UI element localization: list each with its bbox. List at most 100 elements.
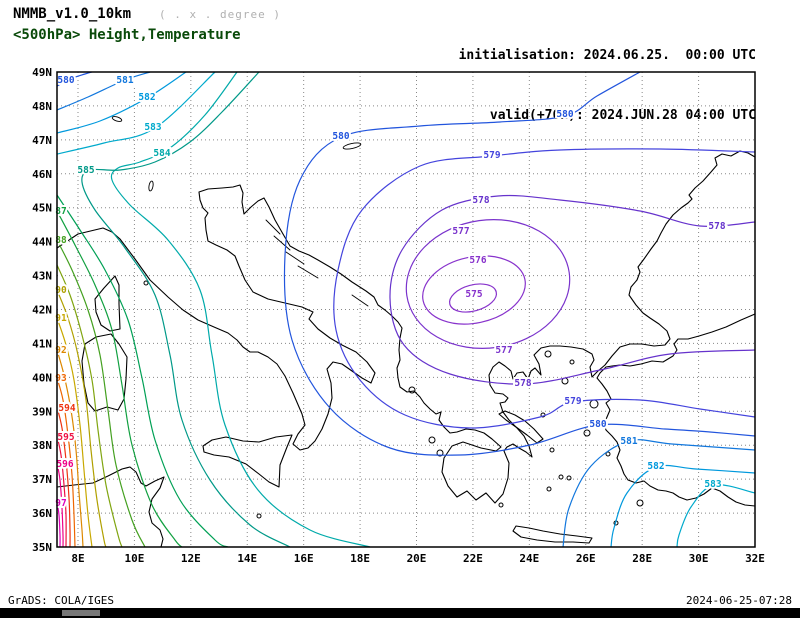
axes-layer: 8E 10E 12E 14E 16E 18E 20E 22E 24E 26E 28E 30E 32E 49… <box>32 66 765 565</box>
weather-map-canvas: 580 5815825835845858788909192935945955969… <box>32 66 765 565</box>
lake <box>342 142 362 150</box>
contour-585 <box>81 71 291 548</box>
contour-label-581: 581 <box>116 75 133 86</box>
grads-credit: GrADS: COLA/IGES <box>8 594 114 607</box>
contour-588 <box>56 239 146 548</box>
contour-label-580: 580 <box>556 109 573 120</box>
x-tick-label: 26E <box>576 552 596 565</box>
lake <box>111 116 123 122</box>
contour-label-584: 584 <box>153 148 170 159</box>
contour-584 <box>110 71 371 548</box>
resolution-note: ( . x . degree ) <box>159 8 281 21</box>
small-island <box>544 350 552 358</box>
small-island <box>143 280 149 286</box>
contour-575 <box>448 283 498 313</box>
valid-time: valid(+76h): 2024.JUN.28 04:00 UTC <box>489 108 756 123</box>
contour-583 <box>56 71 216 155</box>
init-time: initialisation: 2024.06.25. 00:00 UTC <box>458 48 756 63</box>
contour-label-585: 585 <box>77 165 94 176</box>
y-tick-label: 40N <box>32 371 52 384</box>
coastline-island-sliver <box>285 251 305 265</box>
contour-592 <box>56 349 84 548</box>
contour-589 <box>56 264 123 548</box>
x-tick-label: 16E <box>294 552 314 565</box>
y-tick-label: 49N <box>32 66 52 79</box>
coastline-africa <box>56 466 165 548</box>
x-tick-label: 24E <box>519 552 539 565</box>
run-info: initialisation: 2024.06.25. 00:00 UTC va… <box>459 6 756 146</box>
bottom-bar <box>0 608 800 618</box>
contour-label-581: 581 <box>620 436 637 447</box>
small-island <box>558 474 564 480</box>
y-tick-label: 37N <box>32 473 52 486</box>
contour-layer <box>56 71 756 548</box>
x-tick-label: 10E <box>124 552 144 565</box>
contour-label-580: 580 <box>57 75 74 86</box>
contour-label-575: 575 <box>465 289 482 300</box>
contour-label-578: 578 <box>472 195 489 206</box>
contour-label-595: 595 <box>57 432 74 443</box>
lake <box>148 180 154 192</box>
model-title-line: NMMB_v1.0_10km ( . x . degree ) <box>13 6 281 22</box>
contour-596 <box>56 462 64 548</box>
small-island <box>566 475 572 481</box>
small-island <box>498 502 504 508</box>
small-island <box>256 513 262 519</box>
contour-597 <box>56 501 61 548</box>
y-tick-label: 42N <box>32 304 52 317</box>
x-tick-label: 12E <box>181 552 201 565</box>
contour-581 <box>562 439 756 548</box>
coastline-island-sliver <box>351 294 369 307</box>
x-tick-label: 20E <box>407 552 427 565</box>
contour-578 <box>389 194 756 385</box>
contour-587 <box>56 210 183 548</box>
contour-577 <box>405 219 571 349</box>
level-title: <500hPa> Height,Temperature <box>13 27 241 43</box>
small-island <box>546 486 552 492</box>
contour-581 <box>56 71 151 111</box>
coastline-anatolia <box>596 313 756 507</box>
y-tick-label: 46N <box>32 168 52 181</box>
contour-595 <box>56 435 67 548</box>
small-island <box>589 399 599 409</box>
coastline-island-sliver <box>297 265 319 279</box>
coastline-layer <box>56 116 756 548</box>
contour-label-578: 578 <box>514 378 531 389</box>
y-tick-label: 44N <box>32 236 52 249</box>
bottom-bar-accent <box>62 610 100 616</box>
y-tick-label: 41N <box>32 337 52 350</box>
y-tick-label: 48N <box>32 100 52 113</box>
y-tick-label: 39N <box>32 405 52 418</box>
contour-label-583: 583 <box>144 122 161 133</box>
x-tick-label: 28E <box>632 552 652 565</box>
coastline-island <box>202 434 293 488</box>
contour-593 <box>56 377 76 548</box>
small-island <box>605 451 611 457</box>
contour-label-583: 583 <box>704 479 721 490</box>
contour-583 <box>676 484 756 548</box>
y-tick-label: 35N <box>32 541 52 554</box>
small-island <box>436 449 444 457</box>
small-island <box>549 447 555 453</box>
small-island <box>583 429 591 437</box>
contour-590 <box>56 289 107 548</box>
contour-label-580: 580 <box>589 419 606 430</box>
contour-label-578: 578 <box>708 221 725 232</box>
contour-582 <box>610 464 756 548</box>
contour-576 <box>422 255 526 325</box>
model-title: NMMB_v1.0_10km <box>13 6 132 22</box>
creation-timestamp: 2024-06-25-07:28 <box>686 594 792 607</box>
contour-label-596: 596 <box>56 459 73 470</box>
x-tick-label: 8E <box>71 552 84 565</box>
y-tick-label: 43N <box>32 270 52 283</box>
contour-582 <box>56 71 187 134</box>
y-tick-label: 45N <box>32 202 52 215</box>
x-tick-label: 30E <box>689 552 709 565</box>
small-island <box>408 386 416 394</box>
grid-layer <box>57 71 756 548</box>
contour-label-576: 576 <box>469 255 486 266</box>
small-island <box>569 359 575 365</box>
coastline-island <box>94 275 121 332</box>
y-tick-label: 38N <box>32 439 52 452</box>
y-tick-label: 36N <box>32 507 52 520</box>
